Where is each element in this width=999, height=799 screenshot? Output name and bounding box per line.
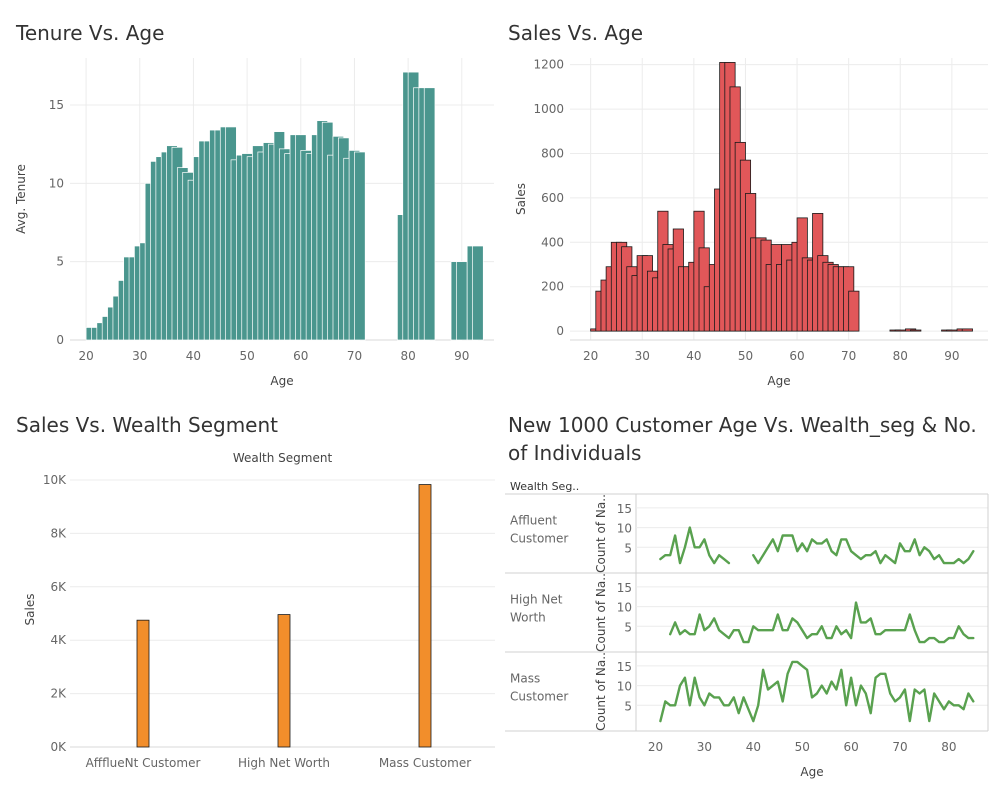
new_customer_age-y-axis-title: Count of Na.. (594, 652, 608, 731)
tenure_age-bar (354, 151, 366, 341)
sales_age-y-tick-label: 200 (541, 280, 564, 294)
tenure_age-x-tick-label: 30 (132, 349, 147, 363)
sales_wealth-y-tick-label: 6K (50, 580, 67, 594)
new_customer_age-row-header: Wealth Seg.. (510, 480, 579, 493)
sales_age-y-tick-label: 400 (541, 235, 564, 249)
sales_age-x-tick-label: 40 (686, 349, 701, 363)
new_customer_age-row-label: Customer (510, 532, 568, 546)
tenure_age-x-tick-label: 50 (239, 349, 254, 363)
sales_wealth-category-label: Mass Customer (379, 756, 471, 770)
tenure_age-x-axis-title: Age (270, 374, 293, 388)
sales_age-y-axis-title: Sales (514, 183, 528, 215)
new_customer_age-series-line (659, 660, 975, 723)
new_customer_age-y-tick-label: 10 (617, 522, 632, 536)
tenure_age-x-tick-label: 90 (454, 349, 469, 363)
new_customer_age-y-tick-label: 15 (617, 660, 632, 674)
sales_wealth-category-label: AffflueNt Customer (86, 756, 201, 770)
sales_wealth-y-tick-label: 10K (43, 473, 67, 487)
sales_age-bar (961, 328, 973, 332)
new_customer_age-x-tick-label: 80 (941, 740, 956, 754)
tenure_age-y-tick-label: 10 (49, 176, 64, 190)
tenure_age-y-tick-label: 5 (56, 255, 64, 269)
sales_wealth-y-tick-label: 2K (50, 687, 67, 701)
sales-wealth-title: Sales Vs. Wealth Segment (16, 413, 279, 437)
sales_age-bar (910, 329, 922, 332)
new_customer_age-row-label: Customer (510, 690, 568, 704)
new_customer_age-x-axis-title: Age (800, 765, 823, 779)
sales_age-y-tick-label: 1200 (533, 58, 564, 72)
sales_wealth-y-tick-label: 0K (50, 740, 67, 754)
sales_wealth-category-label: High Net Worth (238, 756, 330, 770)
tenure_age-y-axis-title: Avg. Tenure (14, 164, 28, 234)
sales_age-bar (894, 329, 906, 332)
sales_wealth-column-header: Wealth Segment (233, 451, 333, 465)
new_customer_age-y-axis-title: Count of Na.. (594, 494, 608, 573)
sales_age-x-tick-label: 50 (738, 349, 753, 363)
new_customer_age-row-label: High Net (510, 593, 563, 607)
new_customer_age-series-line (669, 601, 975, 644)
sales_wealth-bar (418, 484, 432, 748)
sales_wealth-y-tick-label: 4K (50, 633, 67, 647)
new_customer_age-row-label: Worth (510, 611, 546, 625)
tenure_age-x-tick-label: 60 (293, 349, 308, 363)
sales_wealth-bar (277, 614, 291, 748)
sales_age-y-tick-label: 0 (556, 324, 564, 338)
new_customer_age-row-label: Mass (510, 672, 540, 686)
sales_wealth-bar (136, 619, 150, 748)
new_customer_age-x-tick-label: 40 (746, 740, 761, 754)
new_customer_age-series-line (659, 526, 975, 565)
tenure_age-x-tick-label: 70 (347, 349, 362, 363)
new_customer_age-y-tick-label: 15 (617, 502, 632, 516)
new_customer_age-y-tick-label: 10 (617, 680, 632, 694)
sales_age-x-tick-label: 60 (789, 349, 804, 363)
new_customer_age-x-tick-label: 20 (648, 740, 663, 754)
new_customer_age-x-tick-label: 60 (843, 740, 858, 754)
new_customer_age-y-tick-label: 10 (617, 601, 632, 615)
tenure_age-x-tick-label: 40 (186, 349, 201, 363)
new-customer-title: New 1000 Customer Age Vs. Wealth_seg & N… (508, 413, 977, 465)
new_customer_age-y-tick-label: 15 (617, 581, 632, 595)
sales_age-x-tick-label: 20 (583, 349, 598, 363)
sales_wealth-y-tick-label: 8K (50, 526, 67, 540)
new_customer_age-row-label: Affluent (510, 514, 557, 528)
new_customer_age-x-tick-label: 70 (892, 740, 907, 754)
tenure_age-x-tick-label: 20 (78, 349, 93, 363)
tenure_age-bar (472, 245, 484, 341)
sales_age-x-axis-title: Age (767, 374, 790, 388)
sales_age-x-tick-label: 80 (893, 349, 908, 363)
sales_age-bar (946, 329, 958, 332)
new_customer_age-y-tick-label: 5 (624, 699, 632, 713)
new_customer_age-x-tick-label: 50 (795, 740, 810, 754)
sales_age-bar (848, 290, 860, 332)
sales_age-x-tick-label: 70 (841, 349, 856, 363)
new_customer_age-y-tick-label: 5 (624, 541, 632, 555)
sales_age-y-tick-label: 800 (541, 146, 564, 160)
sales_age-y-tick-label: 1000 (533, 102, 564, 116)
new_customer_age-y-axis-title: Count of Na.. (594, 573, 608, 652)
tenure_age-y-tick-label: 15 (49, 98, 64, 112)
tenure_age-y-tick-label: 0 (56, 333, 64, 347)
new_customer_age-x-tick-label: 30 (697, 740, 712, 754)
sales-age-title: Sales Vs. Age (508, 21, 644, 45)
tenure_age-bar (423, 87, 436, 341)
sales_wealth-y-axis-title: Sales (23, 594, 37, 626)
new_customer_age-y-tick-label: 5 (624, 620, 632, 634)
tenure_age-bar (456, 261, 468, 341)
sales_age-x-tick-label: 90 (944, 349, 959, 363)
tenure_age-x-tick-label: 80 (400, 349, 415, 363)
tenure-age-title: Tenure Vs. Age (16, 21, 165, 45)
sales_age-y-tick-label: 600 (541, 191, 564, 205)
sales_age-x-tick-label: 30 (635, 349, 650, 363)
